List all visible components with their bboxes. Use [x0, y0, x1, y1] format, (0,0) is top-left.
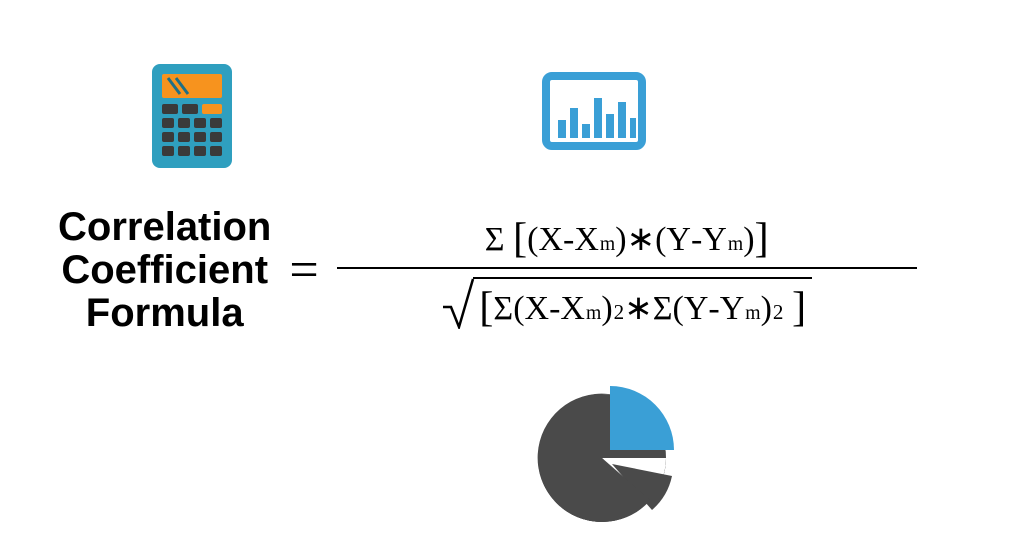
open-bracket: [ [479, 283, 493, 332]
title-line-3: Formula [58, 292, 271, 335]
var-X: X [525, 290, 550, 328]
times: ∗ [627, 219, 656, 259]
paren-open: ( [672, 290, 683, 328]
square-root: [ Σ ( X - Xm )2 ∗ Σ ( Y - Ym ) 2 [441, 277, 812, 330]
minus: - [549, 290, 560, 328]
formula-fraction: Σ [ ( X - Xm ) ∗ ( Y - Ym ) ] [337, 212, 917, 330]
sub-m: m [744, 302, 760, 325]
var-Y: Y [684, 290, 709, 328]
paren-close: ) [615, 221, 626, 259]
sup-2: 2 [613, 300, 625, 325]
sup-2: 2 [772, 300, 784, 325]
open-bracket: [ [513, 214, 527, 263]
title-line-1: Correlation [58, 206, 271, 249]
paren-open: ( [513, 290, 524, 328]
radicand: [ Σ ( X - Xm )2 ∗ Σ ( Y - Ym ) 2 [473, 277, 812, 330]
paren-open: ( [527, 221, 538, 259]
numerator: Σ [ ( X - Xm ) ∗ ( Y - Ym ) ] [337, 212, 917, 261]
paren-close: ) [601, 290, 612, 328]
var-Ym: Y [720, 290, 745, 328]
sub-m: m [585, 302, 601, 325]
radical-icon [441, 277, 475, 329]
sigma-icon: Σ [493, 290, 513, 328]
close-bracket: ] [755, 214, 769, 263]
close-bracket: ] [792, 283, 806, 332]
var-Xm: X [560, 290, 585, 328]
sub-m: m [599, 233, 615, 256]
formula-title: Correlation Coefficient Formula [58, 206, 271, 336]
barchart-icon [542, 72, 646, 155]
paren-close: ) [761, 290, 772, 328]
infographic-canvas: Correlation Coefficient Formula = Σ [ ( … [0, 0, 1024, 526]
var-Y: Y [666, 221, 691, 259]
var-X: X [538, 221, 563, 259]
formula-block: Correlation Coefficient Formula = Σ [ ( … [58, 206, 917, 336]
paren-close: ) [743, 221, 754, 259]
paren-open: ( [655, 221, 666, 259]
var-Xm: X [574, 221, 599, 259]
equals-sign: = [289, 241, 318, 300]
sigma-icon: Σ [653, 290, 673, 328]
calculator-icon [150, 62, 234, 175]
var-Ym: Y [702, 221, 727, 259]
minus: - [691, 221, 702, 259]
sub-m: m [727, 233, 743, 256]
minus: - [563, 221, 574, 259]
minus: - [708, 290, 719, 328]
piechart-icon [530, 380, 690, 535]
fraction-bar [337, 267, 917, 269]
title-line-2: Coefficient [58, 249, 271, 292]
denominator: [ Σ ( X - Xm )2 ∗ Σ ( Y - Ym ) 2 [337, 277, 917, 330]
sigma-icon: Σ [485, 221, 505, 259]
times: ∗ [624, 288, 653, 328]
